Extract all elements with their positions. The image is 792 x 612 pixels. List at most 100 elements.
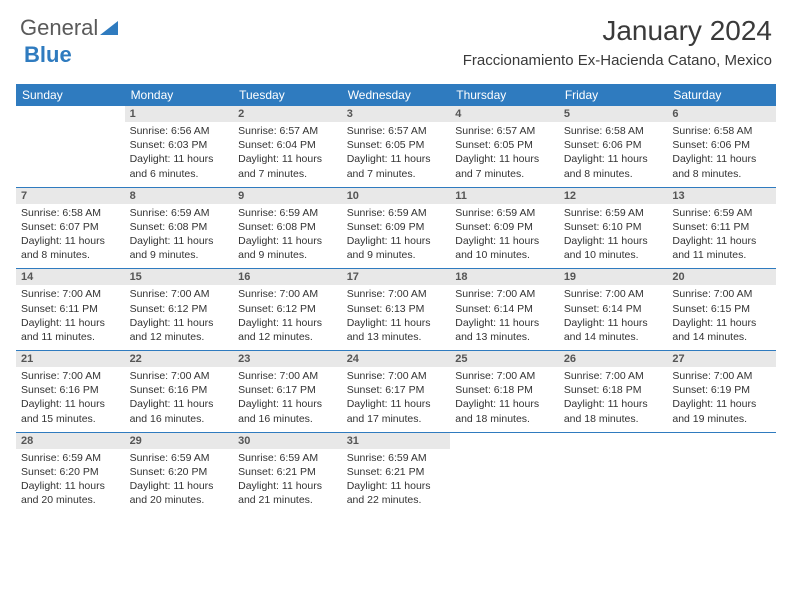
daylight-text: Daylight: 11 hours and 7 minutes. bbox=[455, 152, 554, 180]
calendar-day-cell: 23Sunrise: 7:00 AMSunset: 6:17 PMDayligh… bbox=[233, 351, 342, 433]
sunrise-text: Sunrise: 7:00 AM bbox=[672, 369, 771, 383]
weekday-header: Friday bbox=[559, 84, 668, 106]
weekday-header: Sunday bbox=[16, 84, 125, 106]
day-number: 30 bbox=[233, 433, 342, 449]
day-number: 7 bbox=[16, 188, 125, 204]
weekday-header: Thursday bbox=[450, 84, 559, 106]
day-content: Sunrise: 6:59 AMSunset: 6:10 PMDaylight:… bbox=[559, 204, 668, 269]
daylight-text: Daylight: 11 hours and 13 minutes. bbox=[347, 316, 446, 344]
sunset-text: Sunset: 6:09 PM bbox=[455, 220, 554, 234]
calendar-week-row: 21Sunrise: 7:00 AMSunset: 6:16 PMDayligh… bbox=[16, 351, 776, 433]
sunrise-text: Sunrise: 7:00 AM bbox=[455, 369, 554, 383]
day-number: 5 bbox=[559, 106, 668, 122]
sunset-text: Sunset: 6:18 PM bbox=[455, 383, 554, 397]
day-content: Sunrise: 7:00 AMSunset: 6:16 PMDaylight:… bbox=[125, 367, 234, 432]
calendar-day-cell: 12Sunrise: 6:59 AMSunset: 6:10 PMDayligh… bbox=[559, 187, 668, 269]
daylight-text: Daylight: 11 hours and 13 minutes. bbox=[455, 316, 554, 344]
sunset-text: Sunset: 6:05 PM bbox=[347, 138, 446, 152]
sunset-text: Sunset: 6:20 PM bbox=[21, 465, 120, 479]
daylight-text: Daylight: 11 hours and 7 minutes. bbox=[347, 152, 446, 180]
sunrise-text: Sunrise: 6:59 AM bbox=[238, 206, 337, 220]
sunset-text: Sunset: 6:13 PM bbox=[347, 302, 446, 316]
weekday-header-row: SundayMondayTuesdayWednesdayThursdayFrid… bbox=[16, 84, 776, 106]
weekday-header: Monday bbox=[125, 84, 234, 106]
sunset-text: Sunset: 6:08 PM bbox=[238, 220, 337, 234]
calendar-day-cell: 11Sunrise: 6:59 AMSunset: 6:09 PMDayligh… bbox=[450, 187, 559, 269]
calendar-head: SundayMondayTuesdayWednesdayThursdayFrid… bbox=[16, 84, 776, 106]
sunset-text: Sunset: 6:11 PM bbox=[21, 302, 120, 316]
calendar-day-cell: 28Sunrise: 6:59 AMSunset: 6:20 PMDayligh… bbox=[16, 432, 125, 513]
day-number bbox=[450, 433, 559, 449]
sunset-text: Sunset: 6:05 PM bbox=[455, 138, 554, 152]
calendar-day-cell: 8Sunrise: 6:59 AMSunset: 6:08 PMDaylight… bbox=[125, 187, 234, 269]
daylight-text: Daylight: 11 hours and 7 minutes. bbox=[238, 152, 337, 180]
calendar-day-cell: 2Sunrise: 6:57 AMSunset: 6:04 PMDaylight… bbox=[233, 106, 342, 187]
sunset-text: Sunset: 6:14 PM bbox=[455, 302, 554, 316]
day-content: Sunrise: 6:59 AMSunset: 6:09 PMDaylight:… bbox=[450, 204, 559, 269]
day-content: Sunrise: 6:59 AMSunset: 6:09 PMDaylight:… bbox=[342, 204, 451, 269]
sunset-text: Sunset: 6:21 PM bbox=[347, 465, 446, 479]
calendar-day-cell: 15Sunrise: 7:00 AMSunset: 6:12 PMDayligh… bbox=[125, 269, 234, 351]
daylight-text: Daylight: 11 hours and 21 minutes. bbox=[238, 479, 337, 507]
calendar-day-cell: 27Sunrise: 7:00 AMSunset: 6:19 PMDayligh… bbox=[667, 351, 776, 433]
day-content: Sunrise: 6:59 AMSunset: 6:11 PMDaylight:… bbox=[667, 204, 776, 269]
daylight-text: Daylight: 11 hours and 16 minutes. bbox=[238, 397, 337, 425]
location-label: Fraccionamiento Ex-Hacienda Catano, Mexi… bbox=[463, 52, 772, 69]
sunrise-text: Sunrise: 6:59 AM bbox=[347, 451, 446, 465]
day-number: 13 bbox=[667, 188, 776, 204]
day-number: 3 bbox=[342, 106, 451, 122]
sunset-text: Sunset: 6:19 PM bbox=[672, 383, 771, 397]
day-content: Sunrise: 7:00 AMSunset: 6:11 PMDaylight:… bbox=[16, 285, 125, 350]
daylight-text: Daylight: 11 hours and 10 minutes. bbox=[455, 234, 554, 262]
calendar-day-cell: 21Sunrise: 7:00 AMSunset: 6:16 PMDayligh… bbox=[16, 351, 125, 433]
day-number: 6 bbox=[667, 106, 776, 122]
sunset-text: Sunset: 6:21 PM bbox=[238, 465, 337, 479]
day-content: Sunrise: 7:00 AMSunset: 6:12 PMDaylight:… bbox=[125, 285, 234, 350]
calendar-day-cell bbox=[667, 432, 776, 513]
day-content: Sunrise: 6:56 AMSunset: 6:03 PMDaylight:… bbox=[125, 122, 234, 187]
day-number: 27 bbox=[667, 351, 776, 367]
day-number: 21 bbox=[16, 351, 125, 367]
daylight-text: Daylight: 11 hours and 10 minutes. bbox=[564, 234, 663, 262]
day-content: Sunrise: 7:00 AMSunset: 6:19 PMDaylight:… bbox=[667, 367, 776, 432]
sunrise-text: Sunrise: 7:00 AM bbox=[347, 369, 446, 383]
calendar-day-cell: 14Sunrise: 7:00 AMSunset: 6:11 PMDayligh… bbox=[16, 269, 125, 351]
daylight-text: Daylight: 11 hours and 17 minutes. bbox=[347, 397, 446, 425]
sunrise-text: Sunrise: 6:59 AM bbox=[238, 451, 337, 465]
day-number: 19 bbox=[559, 269, 668, 285]
calendar-day-cell: 7Sunrise: 6:58 AMSunset: 6:07 PMDaylight… bbox=[16, 187, 125, 269]
daylight-text: Daylight: 11 hours and 18 minutes. bbox=[455, 397, 554, 425]
header: General January 2024 Fraccionamiento Ex-… bbox=[0, 0, 792, 74]
sunrise-text: Sunrise: 6:59 AM bbox=[21, 451, 120, 465]
daylight-text: Daylight: 11 hours and 19 minutes. bbox=[672, 397, 771, 425]
calendar-day-cell: 26Sunrise: 7:00 AMSunset: 6:18 PMDayligh… bbox=[559, 351, 668, 433]
sunrise-text: Sunrise: 6:58 AM bbox=[672, 124, 771, 138]
calendar-day-cell: 20Sunrise: 7:00 AMSunset: 6:15 PMDayligh… bbox=[667, 269, 776, 351]
calendar-day-cell: 6Sunrise: 6:58 AMSunset: 6:06 PMDaylight… bbox=[667, 106, 776, 187]
day-content: Sunrise: 7:00 AMSunset: 6:17 PMDaylight:… bbox=[342, 367, 451, 432]
calendar-table: SundayMondayTuesdayWednesdayThursdayFrid… bbox=[16, 84, 776, 513]
day-number: 14 bbox=[16, 269, 125, 285]
sunrise-text: Sunrise: 7:00 AM bbox=[238, 287, 337, 301]
daylight-text: Daylight: 11 hours and 9 minutes. bbox=[130, 234, 229, 262]
daylight-text: Daylight: 11 hours and 11 minutes. bbox=[21, 316, 120, 344]
day-content: Sunrise: 7:00 AMSunset: 6:14 PMDaylight:… bbox=[559, 285, 668, 350]
day-content: Sunrise: 6:58 AMSunset: 6:06 PMDaylight:… bbox=[667, 122, 776, 187]
logo: General bbox=[20, 15, 118, 41]
calendar-day-cell: 19Sunrise: 7:00 AMSunset: 6:14 PMDayligh… bbox=[559, 269, 668, 351]
calendar-day-cell: 24Sunrise: 7:00 AMSunset: 6:17 PMDayligh… bbox=[342, 351, 451, 433]
day-content: Sunrise: 7:00 AMSunset: 6:18 PMDaylight:… bbox=[450, 367, 559, 432]
calendar-day-cell: 4Sunrise: 6:57 AMSunset: 6:05 PMDaylight… bbox=[450, 106, 559, 187]
calendar-week-row: 1Sunrise: 6:56 AMSunset: 6:03 PMDaylight… bbox=[16, 106, 776, 187]
day-number: 23 bbox=[233, 351, 342, 367]
sunrise-text: Sunrise: 6:59 AM bbox=[672, 206, 771, 220]
daylight-text: Daylight: 11 hours and 12 minutes. bbox=[130, 316, 229, 344]
day-number: 29 bbox=[125, 433, 234, 449]
sunrise-text: Sunrise: 7:00 AM bbox=[564, 287, 663, 301]
day-number bbox=[16, 106, 125, 122]
calendar-day-cell: 22Sunrise: 7:00 AMSunset: 6:16 PMDayligh… bbox=[125, 351, 234, 433]
calendar-day-cell bbox=[450, 432, 559, 513]
daylight-text: Daylight: 11 hours and 8 minutes. bbox=[564, 152, 663, 180]
daylight-text: Daylight: 11 hours and 15 minutes. bbox=[21, 397, 120, 425]
sunrise-text: Sunrise: 6:57 AM bbox=[347, 124, 446, 138]
